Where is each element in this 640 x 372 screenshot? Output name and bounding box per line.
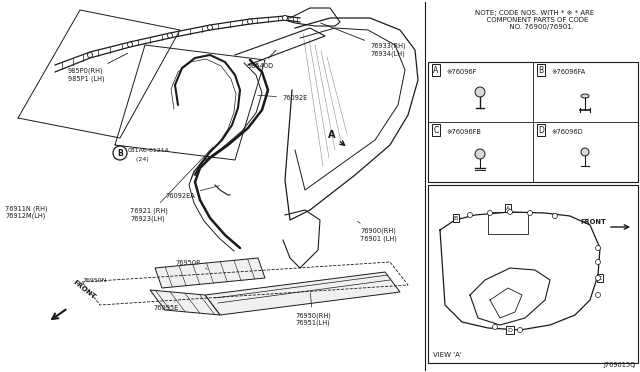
Text: D: D: [538, 125, 544, 135]
Text: NOTE; CODE NOS. WITH * ※ * ARE
  COMPONENT PARTS OF CODE
      NO. 76900/76901.: NOTE; CODE NOS. WITH * ※ * ARE COMPONENT…: [476, 10, 595, 30]
Circle shape: [595, 246, 600, 250]
Text: 76092E: 76092E: [258, 95, 307, 101]
Text: ※76096D: ※76096D: [551, 129, 582, 135]
Text: A: A: [506, 205, 510, 211]
Text: B: B: [117, 148, 123, 157]
Text: C: C: [598, 276, 602, 280]
Circle shape: [488, 211, 493, 215]
Circle shape: [552, 214, 557, 218]
Circle shape: [595, 292, 600, 298]
Text: B: B: [538, 65, 543, 74]
Text: VIEW 'A': VIEW 'A': [433, 352, 461, 358]
Circle shape: [581, 148, 589, 156]
Text: 76092EA: 76092EA: [165, 186, 220, 199]
Text: 98540D: 98540D: [248, 50, 276, 69]
Text: 76921 (RH)
76923(LH): 76921 (RH) 76923(LH): [130, 147, 213, 221]
Text: FRONT: FRONT: [72, 279, 97, 300]
Text: C: C: [433, 125, 438, 135]
Circle shape: [282, 16, 287, 20]
Circle shape: [88, 52, 93, 58]
Circle shape: [127, 42, 132, 47]
Text: ※76096FA: ※76096FA: [551, 69, 585, 75]
Circle shape: [248, 19, 253, 24]
Text: 985P0(RH)
985P1 (LH): 985P0(RH) 985P1 (LH): [68, 53, 127, 81]
Text: 76950P: 76950P: [175, 260, 207, 269]
Circle shape: [168, 33, 173, 38]
Circle shape: [595, 260, 600, 264]
Circle shape: [467, 212, 472, 218]
Text: 76911N (RH)
76912M(LH): 76911N (RH) 76912M(LH): [5, 205, 47, 219]
Polygon shape: [150, 290, 220, 315]
Text: B: B: [454, 215, 458, 221]
Polygon shape: [155, 258, 265, 288]
Polygon shape: [205, 272, 400, 315]
Text: D: D: [508, 327, 513, 333]
Text: 081A6-6121A: 081A6-6121A: [128, 148, 170, 153]
Text: A: A: [433, 65, 438, 74]
Circle shape: [493, 324, 497, 330]
Text: 76950(RH)
76951(LH): 76950(RH) 76951(LH): [295, 293, 331, 327]
Bar: [428, 185, 638, 363]
Text: (24): (24): [132, 157, 148, 162]
Circle shape: [207, 25, 212, 30]
Text: ※76096F: ※76096F: [446, 69, 476, 75]
Text: ※76096FB: ※76096FB: [446, 129, 481, 135]
Bar: [428, 62, 638, 182]
Text: 76095E: 76095E: [153, 302, 179, 311]
Circle shape: [475, 87, 485, 97]
Circle shape: [518, 327, 522, 333]
Ellipse shape: [581, 94, 589, 98]
Text: 76950N: 76950N: [82, 278, 106, 283]
Circle shape: [475, 149, 485, 159]
Text: FRONT: FRONT: [580, 219, 606, 225]
Text: A: A: [328, 130, 336, 140]
Bar: [488, 212, 528, 234]
Circle shape: [595, 276, 600, 280]
Text: J769015Q: J769015Q: [604, 362, 636, 368]
Circle shape: [113, 146, 127, 160]
Circle shape: [527, 211, 532, 215]
Text: 76933(RH)
76934(LH): 76933(RH) 76934(LH): [321, 23, 406, 57]
Circle shape: [508, 209, 513, 215]
Text: 76900(RH)
76901 (LH): 76900(RH) 76901 (LH): [357, 221, 397, 241]
